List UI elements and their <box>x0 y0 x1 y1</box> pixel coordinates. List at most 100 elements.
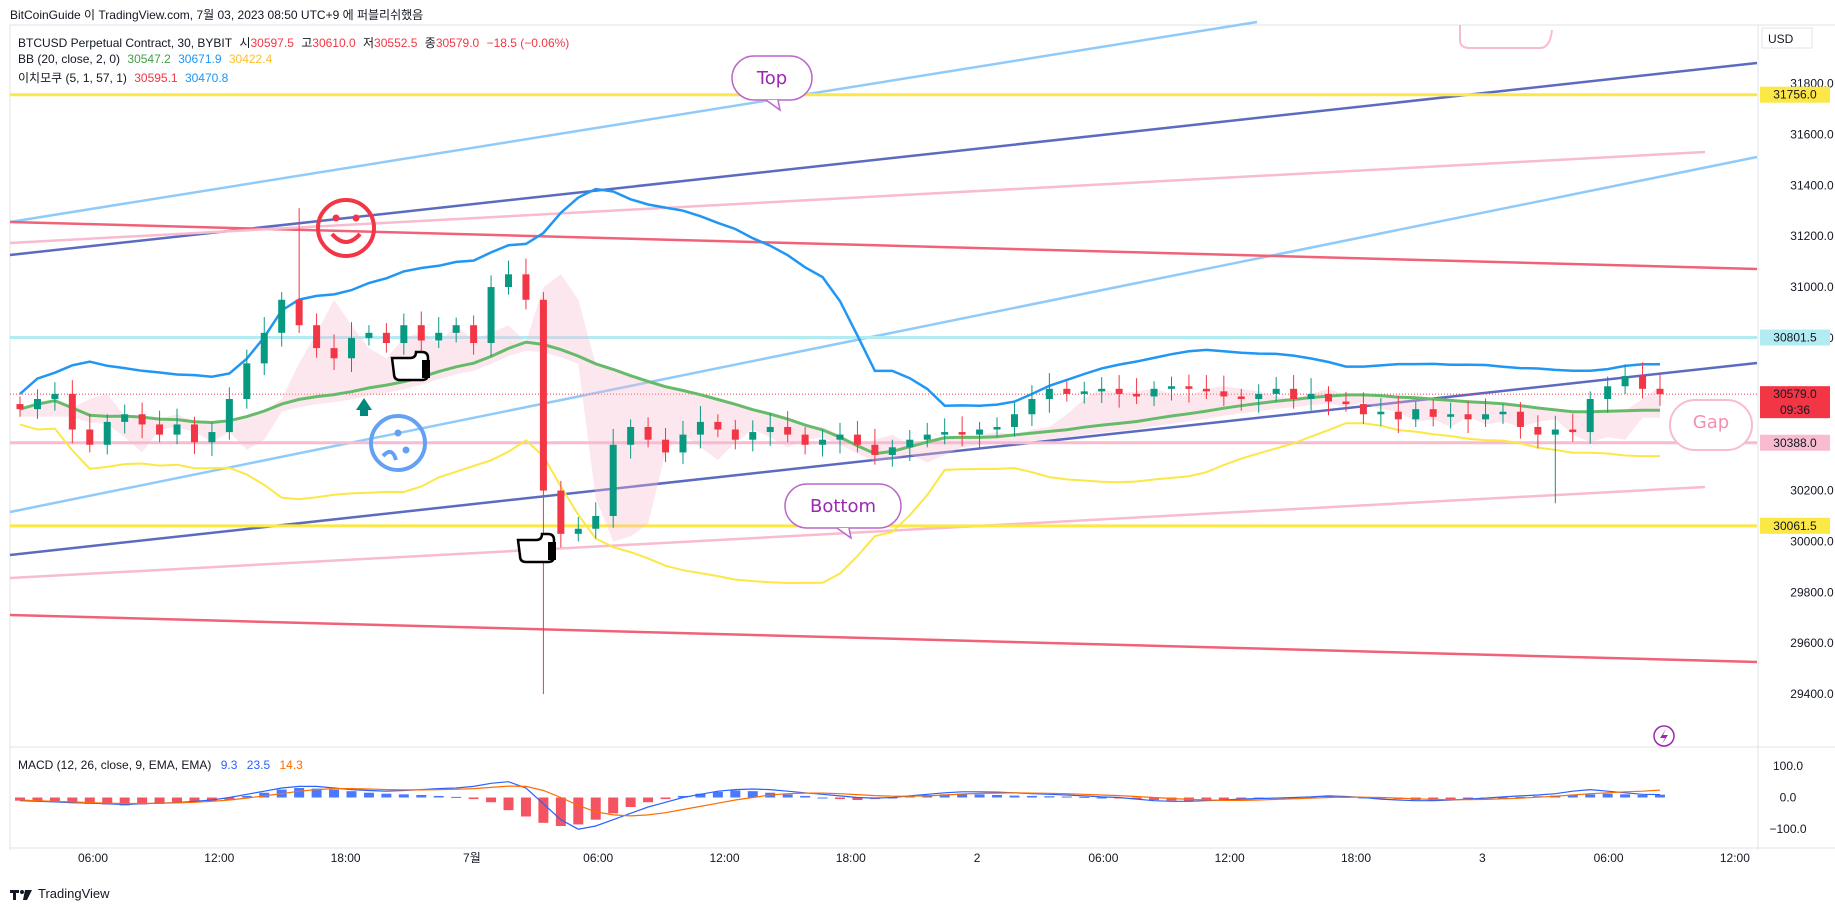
happy-face-eye-right <box>352 214 360 222</box>
candle-body <box>16 404 24 410</box>
macd-histogram-bar <box>1445 797 1456 801</box>
bottom-bubble-tail <box>836 527 853 540</box>
currency-label: USD <box>1768 32 1794 46</box>
low-label: 저 <box>363 36 375 50</box>
lightning-icon-bolt <box>1660 729 1668 744</box>
macd-histogram-bar <box>32 797 43 802</box>
macd-histogram-bar <box>224 797 235 801</box>
macd-histogram-bar <box>957 793 968 798</box>
high-number: 30610.0 <box>312 36 356 50</box>
candle-body <box>435 332 443 341</box>
candle-body <box>121 414 129 422</box>
ichimoku-label[interactable]: 이치모쿠 (5, 1, 57, 1) <box>18 71 127 85</box>
candle-body <box>1167 386 1175 389</box>
publish-header: BitCoinGuide 이 TradingView.com, 7월 03, 2… <box>10 8 424 22</box>
macd-histogram-bar <box>398 794 409 798</box>
candle-body <box>749 432 757 440</box>
candle-body <box>1586 398 1594 433</box>
time-tick-label: 12:00 <box>1215 851 1245 865</box>
candle-body <box>731 429 739 440</box>
macd-histogram-bar <box>468 797 479 800</box>
bb-legend: BB (20, close, 2, 0) 30547.2 30671.9 304… <box>18 52 276 66</box>
bb-lower-value: 30422.4 <box>228 52 273 66</box>
candle-body <box>662 439 670 453</box>
macd-histogram-bar <box>625 797 636 807</box>
macd-histogram-bar <box>294 788 305 798</box>
happy-face-outline <box>316 198 376 258</box>
offscreen-bubble-edge <box>1459 25 1553 49</box>
macd-histogram-bar <box>363 792 374 798</box>
candle-body <box>505 274 513 288</box>
time-tick-label: 06:00 <box>1594 851 1624 865</box>
candle-body <box>1185 386 1193 389</box>
candle-body <box>1255 393 1263 399</box>
macd-histogram-bar <box>154 797 165 804</box>
candle-body <box>784 426 792 435</box>
macd-histogram-bar <box>660 797 671 800</box>
macd-histogram-bar <box>137 797 148 805</box>
candle-body <box>1010 414 1018 427</box>
open-value: 시30597.5 <box>239 36 293 50</box>
time-tick-label: 18:00 <box>836 851 866 865</box>
macd-histogram-bar <box>677 795 688 798</box>
price-tick-label: 31200.0 <box>1790 229 1834 243</box>
price-tick-label: 29800.0 <box>1790 585 1834 599</box>
low-value: 저30552.5 <box>363 36 417 50</box>
channel-line-red-upper <box>9 220 1758 271</box>
time-tick-label: 18:00 <box>1341 851 1371 865</box>
channel-line-red-lower <box>9 613 1758 664</box>
candle-body <box>330 348 338 359</box>
macd-label[interactable]: MACD (12, 26, close, 9, EMA, EMA) <box>18 758 212 772</box>
macd-histogram-bar <box>538 797 549 823</box>
high-label: 고 <box>301 36 313 50</box>
candle-body <box>679 434 687 453</box>
macd-histogram-bar <box>486 797 497 803</box>
candle-body <box>225 398 233 433</box>
confused-face-outline <box>369 414 427 472</box>
candle-body <box>1516 411 1524 427</box>
macd-legend: MACD (12, 26, close, 9, EMA, EMA) 9.3 23… <box>18 758 303 772</box>
candle-body <box>958 432 966 435</box>
candle-body <box>1604 386 1612 399</box>
price-tag-value: 30388.0 <box>1773 436 1817 450</box>
bottom-bubble: Bottom <box>784 483 902 540</box>
candle-body <box>1150 388 1158 397</box>
macd-histogram-bar <box>1079 796 1090 798</box>
bb-label[interactable]: BB (20, close, 2, 0) <box>18 52 121 66</box>
time-tick-label: 06:00 <box>583 851 613 865</box>
candle-body <box>644 426 652 440</box>
change-value: −18.5 (−0.06%) <box>486 36 570 50</box>
price-tag-bg <box>1760 329 1830 346</box>
candle-body <box>1237 396 1245 399</box>
macd-signal-line <box>19 785 1661 817</box>
candle-body <box>86 429 94 445</box>
confused-face-eye-upper <box>394 429 402 437</box>
macd-tick-label: 100.0 <box>1773 759 1803 773</box>
candle-body <box>487 287 495 344</box>
axes-layer: 31800.031600.031400.031200.031000.030800… <box>78 27 1834 865</box>
macd-histogram-bar <box>329 789 340 798</box>
candle-body <box>923 434 931 440</box>
candle-body <box>278 299 286 333</box>
candle-body <box>452 325 460 333</box>
candle-body <box>836 434 844 440</box>
macd-histogram-bar <box>1497 797 1508 799</box>
macd-histogram-bar <box>992 794 1003 798</box>
macd-histogram-bar <box>852 797 863 801</box>
price-tag-bg <box>1760 434 1830 451</box>
time-tick-label: 2 <box>974 851 981 865</box>
candle-body <box>173 424 181 435</box>
symbol-title[interactable]: BTCUSD Perpetual Contract, 30, BYBIT <box>18 36 233 50</box>
macd-histogram-bar <box>1236 797 1247 800</box>
candle-body <box>993 426 1001 430</box>
pointing-hand-icon-lower-cuff <box>548 542 556 560</box>
macd-histogram-bar <box>1463 797 1474 800</box>
footer-brand[interactable]: TradingView <box>10 886 110 901</box>
macd-histogram-bar <box>939 794 950 798</box>
candle-body <box>1063 388 1071 394</box>
candle-body <box>522 274 530 300</box>
candle-body <box>1202 388 1210 392</box>
candle-body <box>906 439 914 448</box>
candle-body <box>1342 401 1350 405</box>
